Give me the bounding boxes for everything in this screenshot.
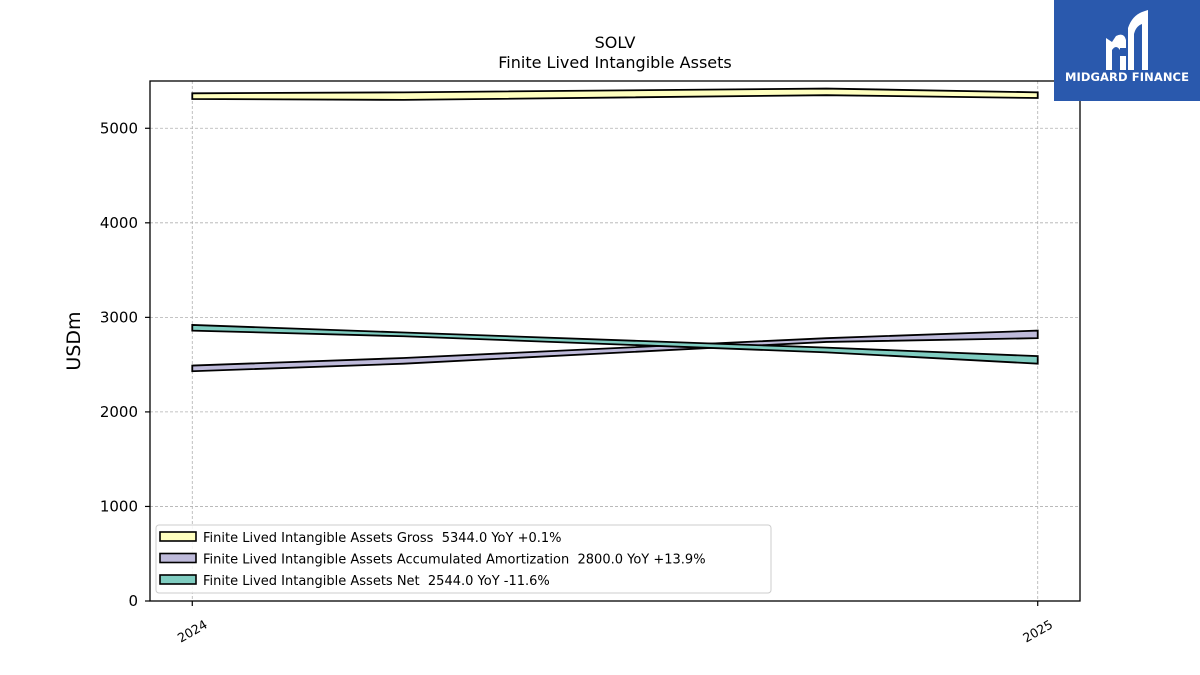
x-tick-label: 2024 bbox=[175, 617, 210, 646]
series-band-2 bbox=[191, 329, 1039, 373]
legend-swatch bbox=[159, 531, 197, 542]
logo-text: MIDGARD FINANCE bbox=[1064, 70, 1190, 84]
x-tick-label: 2025 bbox=[1020, 617, 1055, 646]
y-axis-label: USDm bbox=[63, 311, 85, 370]
legend-box bbox=[155, 524, 772, 594]
series-band-3 bbox=[191, 323, 1039, 365]
legend-label: Finite Lived Intangible Assets Accumulat… bbox=[203, 553, 706, 568]
chart-subtitle: Finite Lived Intangible Assets bbox=[498, 53, 731, 72]
legend: Finite Lived Intangible Assets Gross 534… bbox=[155, 524, 772, 594]
legend-label: Finite Lived Intangible Assets Net 2544.… bbox=[203, 574, 550, 589]
axes: 0 1000 2000 3000 4000 5000 2024 2025 bbox=[100, 119, 1055, 645]
chart-title: SOLV bbox=[595, 33, 636, 52]
series-band-1 bbox=[191, 87, 1039, 101]
legend-swatch bbox=[159, 574, 197, 585]
legend-items: Finite Lived Intangible Assets Gross 534… bbox=[159, 531, 706, 589]
brand-logo: MIDGARD FINANCE bbox=[1054, 0, 1200, 101]
legend-label: Finite Lived Intangible Assets Gross 534… bbox=[203, 531, 562, 546]
grid bbox=[150, 81, 1080, 601]
midgard-logo-icon bbox=[1106, 10, 1148, 70]
y-tick-label: 3000 bbox=[100, 308, 138, 326]
y-tick-label: 1000 bbox=[100, 497, 138, 515]
plot-frame bbox=[149, 80, 1081, 602]
series-layer bbox=[191, 87, 1039, 373]
y-tick-label: 0 bbox=[128, 592, 138, 610]
legend-swatch bbox=[159, 552, 197, 564]
y-tick-label: 2000 bbox=[100, 403, 138, 421]
y-tick-label: 5000 bbox=[100, 119, 138, 137]
y-tick-label: 4000 bbox=[100, 214, 138, 232]
